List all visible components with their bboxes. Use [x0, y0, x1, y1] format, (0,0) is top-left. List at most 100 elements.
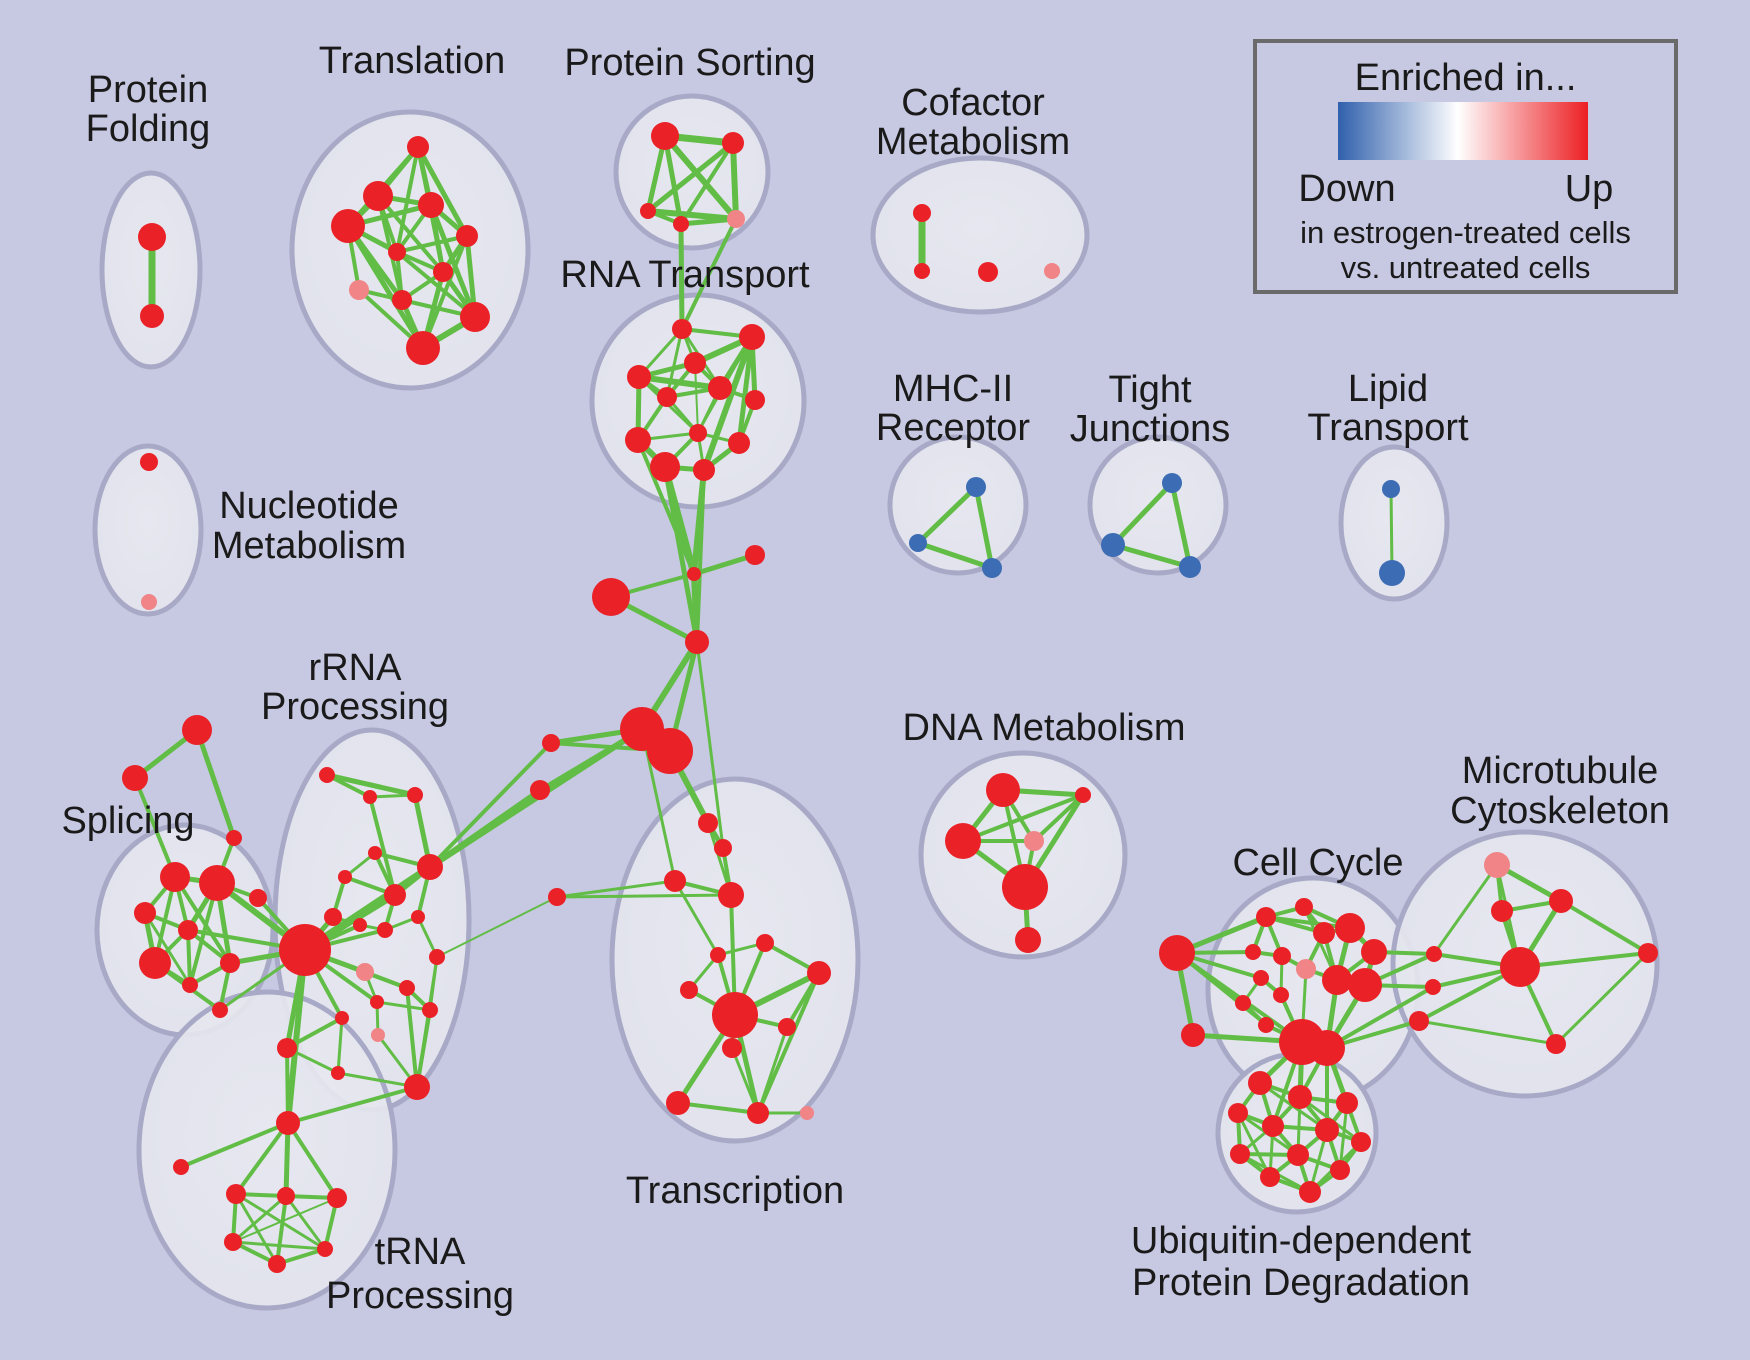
edge-ps1-ps4 — [662, 133, 684, 227]
gene-set-node-rr13 — [356, 963, 374, 981]
gene-set-node-c12 — [1322, 965, 1352, 995]
gene-set-node-u11 — [1260, 1167, 1280, 1187]
gene-set-node-s9 — [182, 977, 198, 993]
edge-ps4-rt1 — [678, 221, 685, 332]
edge-m7-m9 — [1417, 1019, 1558, 1046]
edge-ps3-ps5 — [645, 208, 739, 222]
edge-tc10-tc12 — [730, 1046, 760, 1115]
cluster-label-translation-line1: Translation — [319, 40, 506, 82]
cluster-label-trna-processing-line1: tRNA — [375, 1231, 466, 1273]
gene-set-node-m9 — [1546, 1034, 1566, 1054]
cluster-label-splicing-line1: Splicing — [61, 800, 194, 842]
gene-set-node-mh2 — [909, 534, 927, 552]
gene-set-node-t10 — [460, 302, 490, 332]
gene-set-node-c14 — [1235, 995, 1251, 1011]
gene-set-node-rt7 — [745, 390, 765, 410]
edge-rr1-rr3 — [324, 772, 418, 798]
edge-d2-d3 — [961, 793, 1085, 843]
gene-set-node-rr18 — [371, 1028, 385, 1042]
gene-set-node-t8 — [349, 280, 369, 300]
gene-set-node-s11 — [212, 1002, 228, 1018]
gene-set-node-d3 — [945, 823, 981, 859]
gene-set-node-s6 — [134, 902, 156, 924]
gene-set-node-c6 — [1361, 939, 1387, 965]
edge-d2-d4 — [1032, 793, 1085, 843]
edge-ps2-ps5 — [730, 140, 739, 222]
gene-set-node-rt1 — [672, 319, 692, 339]
edge-rt2-rt12 — [701, 334, 755, 473]
gene-set-node-d2 — [1075, 787, 1091, 803]
gene-set-node-c8 — [1273, 947, 1291, 965]
edge-rt9-cn1 — [636, 438, 696, 576]
gene-set-node-c2 — [1256, 907, 1276, 927]
gene-set-node-t4 — [331, 209, 365, 243]
gene-set-node-p2 — [647, 728, 693, 774]
gene-set-node-cm2 — [914, 263, 930, 279]
gene-set-node-c11 — [1273, 987, 1289, 1003]
gene-set-node-rr17 — [335, 1011, 349, 1025]
edge-tj2-tj3 — [1110, 542, 1193, 570]
cluster-label-protein-folding-line1: Protein — [88, 69, 208, 111]
gene-set-node-rr14 — [399, 980, 415, 996]
gene-set-node-c13 — [1348, 968, 1382, 1002]
cluster-label-protein-sorting-line1: Protein Sorting — [564, 42, 815, 84]
gene-set-node-tc6 — [756, 934, 774, 952]
cluster-label-trna-processing-line2: Processing — [326, 1275, 514, 1317]
gene-set-node-rr15 — [370, 995, 384, 1009]
edge-mh1-mh3 — [973, 484, 995, 571]
gene-set-node-t3 — [418, 192, 444, 218]
gene-set-node-cn2 — [745, 545, 765, 565]
gene-set-node-c1 — [1159, 935, 1195, 971]
edge-ps1-ps5 — [662, 133, 739, 222]
gene-set-node-s4 — [160, 862, 190, 892]
legend-color-gradient-bar — [1338, 102, 1588, 160]
edge-tc3-tc5 — [673, 879, 720, 957]
gene-set-node-rt8 — [689, 424, 707, 442]
gene-set-node-c7 — [1245, 944, 1261, 960]
gene-set-node-tn3 — [226, 1184, 246, 1204]
cluster-label-mhc-ii-receptor-line2: Receptor — [876, 407, 1031, 449]
gene-set-node-c4 — [1335, 913, 1365, 943]
legend: Enriched in... Down Up in estrogen-treat… — [1253, 39, 1678, 294]
gene-set-node-t6 — [388, 243, 406, 261]
gene-set-node-d6 — [1015, 927, 1041, 953]
edge-t4-t11 — [345, 223, 426, 351]
gene-set-node-nm1 — [140, 453, 158, 471]
gene-set-node-t5 — [456, 225, 478, 247]
edge-tn3-tn8 — [234, 1192, 279, 1266]
gene-set-node-m6 — [1425, 979, 1441, 995]
gene-set-node-tc2 — [714, 839, 732, 857]
edge-rt4-rt5 — [636, 374, 723, 391]
gene-set-node-s5 — [199, 865, 235, 901]
edge-tc9-tc12 — [756, 1025, 789, 1115]
cluster-label-microtubule-cytoskeleton-line2: Cytoskeleton — [1450, 790, 1670, 832]
cluster-label-nucleotide-metabolism-line1: Nucleotide — [219, 485, 399, 527]
gene-set-node-m1 — [1484, 852, 1510, 878]
gene-set-node-tj1 — [1162, 473, 1182, 493]
gene-set-node-s12 — [249, 889, 267, 907]
gene-set-node-t7 — [433, 262, 453, 282]
edge-rt2-rt10 — [736, 334, 755, 446]
gene-set-node-u1 — [1248, 1071, 1272, 1095]
cluster-bubble-dna-metabolism — [918, 750, 1128, 960]
edge-t1-t5 — [415, 144, 470, 239]
edge-rr15-rr16 — [375, 1000, 432, 1012]
gene-set-node-rrb — [279, 924, 331, 976]
edge-tn1-tn3 — [234, 1121, 290, 1196]
gene-set-node-rr3 — [407, 787, 423, 803]
gene-set-node-rr2 — [363, 790, 377, 804]
gene-set-node-d5 — [1002, 864, 1048, 910]
legend-caption-line2: vs. untreated cells — [1340, 250, 1591, 285]
gene-set-node-mh1 — [966, 477, 986, 497]
gene-set-node-tn5 — [327, 1188, 347, 1208]
gene-set-node-rr11 — [411, 910, 425, 924]
cluster-bubble-lipid-transport — [1338, 444, 1450, 602]
gene-set-node-rr8 — [324, 908, 342, 926]
gene-set-node-cm3 — [978, 262, 998, 282]
gene-set-node-rt4 — [627, 365, 651, 389]
edge-s2-s4 — [133, 776, 177, 879]
cluster-label-mhc-ii-receptor-line1: MHC-II — [893, 368, 1013, 410]
edge-rr12-q3 — [436, 896, 558, 958]
gene-set-node-u12 — [1299, 1181, 1321, 1203]
